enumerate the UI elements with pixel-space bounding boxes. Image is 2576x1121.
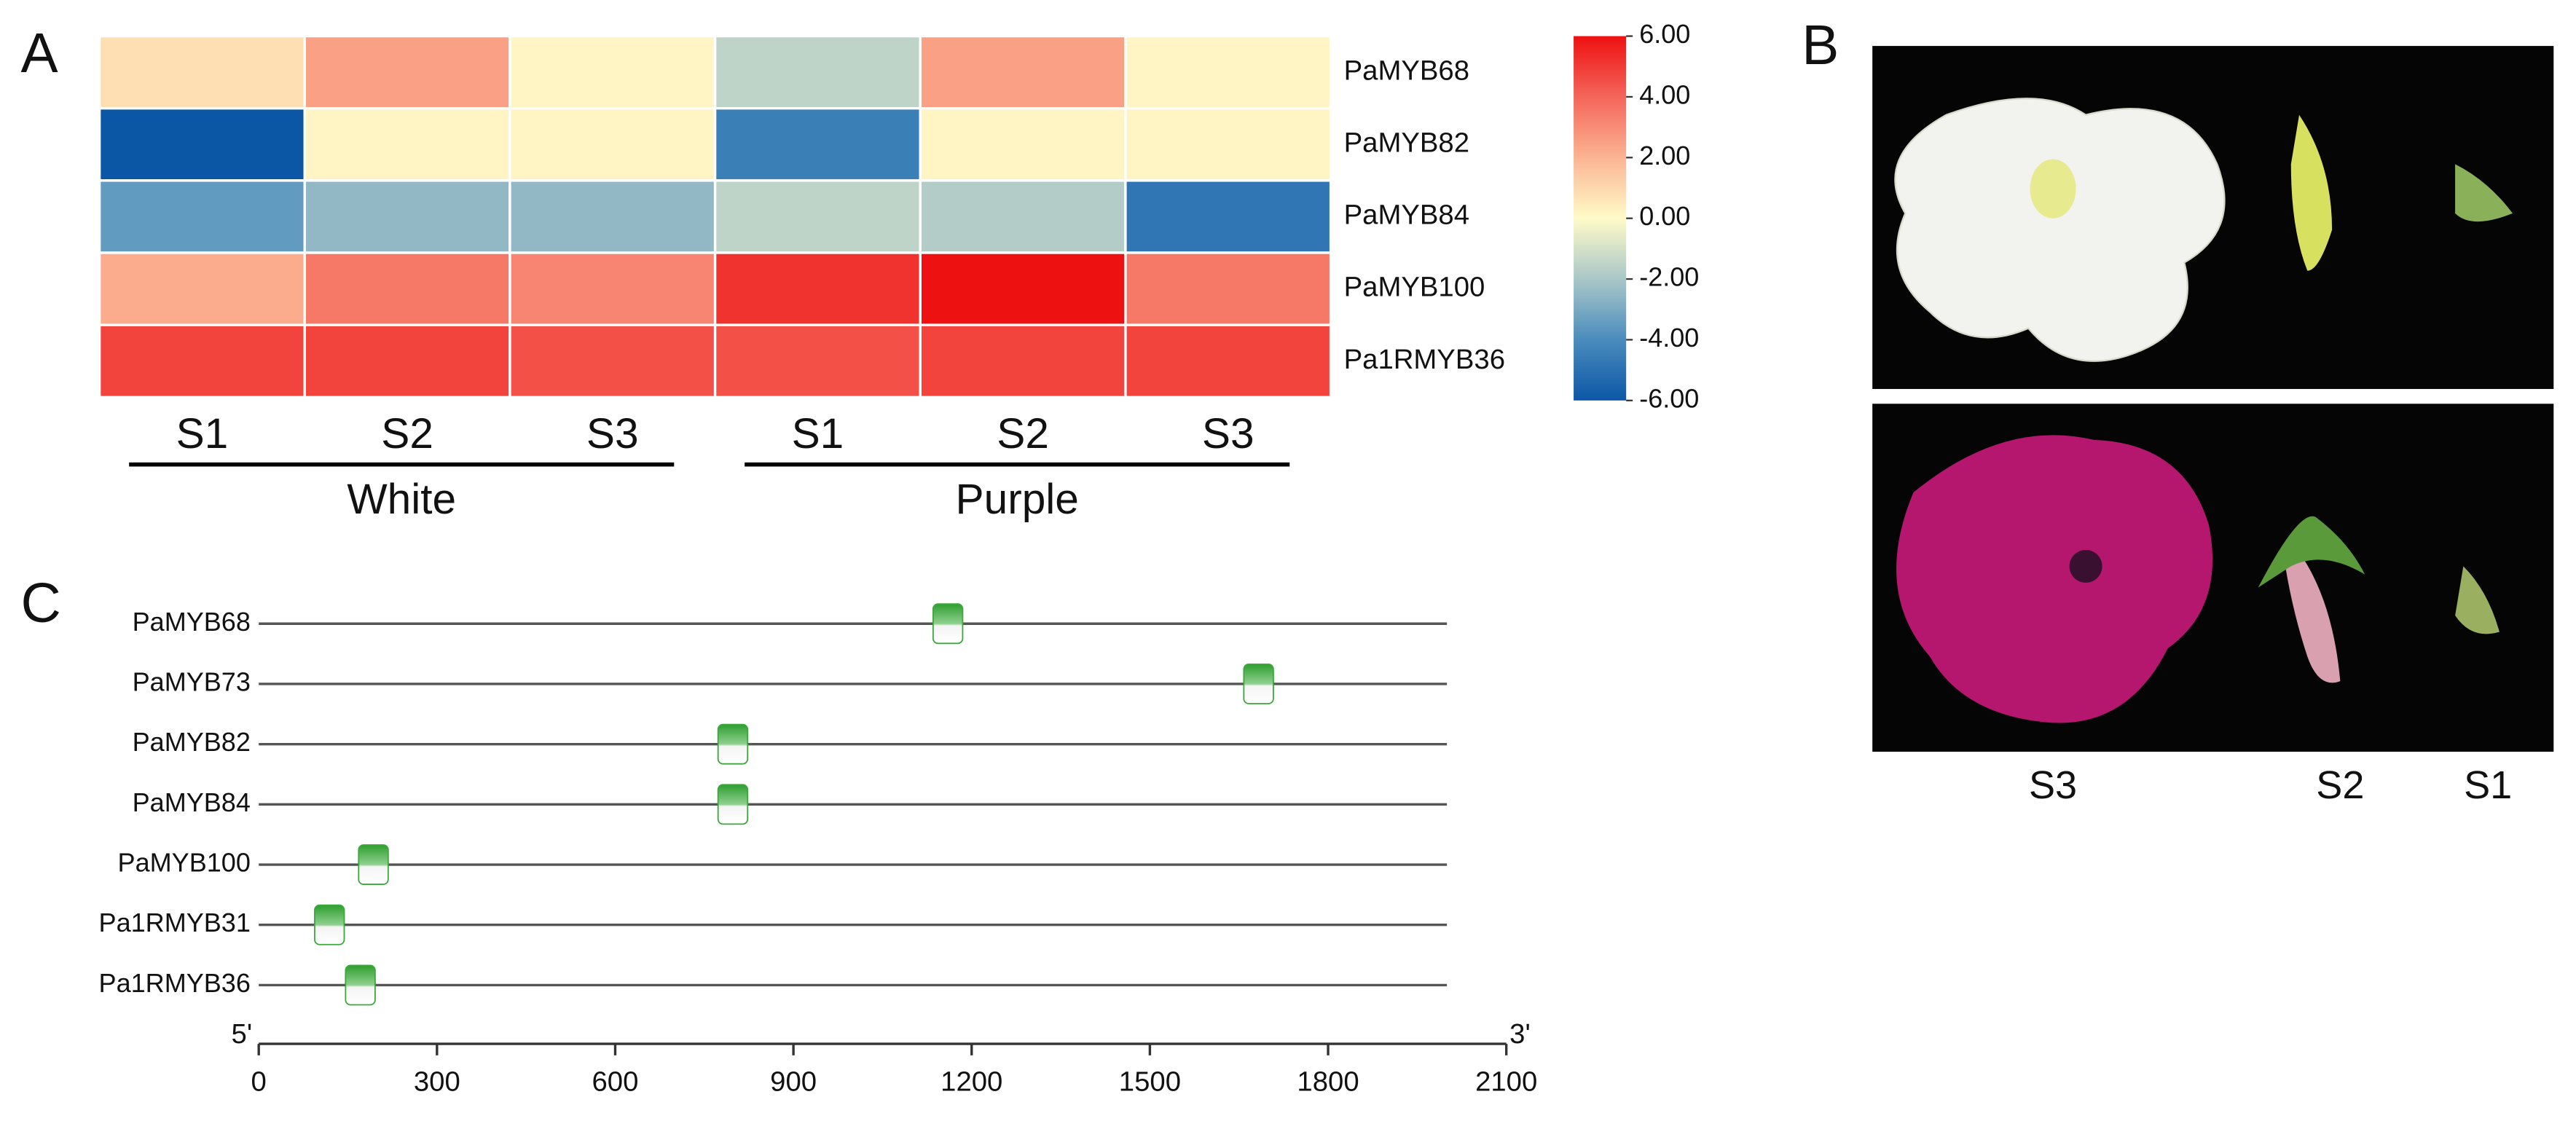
panel-label: B: [1802, 15, 1839, 76]
motif-box: [345, 964, 376, 1006]
heat-cell: [919, 323, 1127, 398]
heat-cell: [1124, 34, 1332, 110]
group-label: White: [347, 476, 456, 523]
x-tick-label: 600: [592, 1066, 639, 1097]
heat-cell: [713, 107, 922, 182]
motif-box: [932, 603, 964, 645]
x-tick-label: 900: [770, 1066, 817, 1097]
heat-cell: [98, 179, 306, 254]
row-label: PaMYB100: [1344, 272, 1485, 303]
colorbar-tick-label: -4.00: [1639, 323, 1699, 353]
flower-throat: [2069, 549, 2102, 583]
bud: [2455, 566, 2500, 634]
panel-label: A: [20, 23, 58, 84]
heat-cell: [508, 323, 717, 398]
gene-label: Pa1RMYB31: [99, 908, 251, 937]
bud: [2455, 164, 2513, 222]
column-label: S3: [586, 410, 639, 457]
x-tick-label: 1500: [1119, 1066, 1181, 1097]
heat-cell: [98, 34, 306, 110]
stage-label: S1: [2464, 763, 2512, 807]
heat-cell: [98, 323, 306, 398]
colorbar-tick-label: 0.00: [1639, 201, 1690, 231]
gene-label: Pa1RMYB36: [99, 968, 251, 998]
white-flower: [1894, 98, 2226, 362]
panel-label: C: [20, 573, 60, 634]
sepal: [2258, 516, 2365, 588]
heat-cell: [919, 251, 1127, 326]
colorbar-tick-label: 4.00: [1639, 79, 1690, 109]
heat-cell: [1124, 179, 1332, 254]
heat-cell: [713, 323, 922, 398]
motif-box: [1243, 664, 1274, 704]
row-label: PaMYB68: [1344, 55, 1469, 86]
start-label: 5': [232, 1018, 253, 1050]
heat-cell: [303, 34, 511, 110]
bud: [2282, 541, 2341, 683]
colorbar-tick-label: -2.00: [1639, 262, 1699, 292]
gene-label: PaMYB68: [133, 607, 251, 637]
colorbar-tick-label: 2.00: [1639, 141, 1690, 170]
stage-label: S3: [2029, 763, 2077, 807]
motif-box: [717, 723, 749, 765]
column-label: S1: [792, 410, 844, 457]
x-tick-label: 300: [414, 1066, 460, 1097]
x-tick-label: 2100: [1475, 1066, 1537, 1097]
heat-cell: [919, 179, 1127, 254]
row-label: PaMYB82: [1344, 127, 1469, 158]
heat-cell: [713, 179, 922, 254]
row-label: PaMYB84: [1344, 200, 1469, 231]
heat-cell: [508, 107, 717, 182]
bud: [2290, 114, 2333, 271]
x-tick-label: 0: [251, 1066, 267, 1097]
column-label: S2: [381, 410, 433, 457]
heat-cell: [303, 323, 511, 398]
heat-cell: [713, 251, 922, 326]
column-label: S1: [176, 410, 229, 457]
gene-label: PaMYB82: [133, 727, 251, 757]
heat-cell: [1124, 323, 1332, 398]
heat-cell: [1124, 251, 1332, 326]
colorbar-tick-label: -6.00: [1639, 383, 1699, 413]
gene-label: PaMYB100: [118, 848, 251, 878]
column-label: S2: [997, 410, 1049, 457]
heat-cell: [303, 179, 511, 254]
stage-label: S2: [2316, 763, 2364, 807]
heat-cell: [508, 179, 717, 254]
heat-cell: [508, 34, 717, 110]
heat-cell: [303, 251, 511, 326]
heat-cell: [303, 107, 511, 182]
row-label: Pa1RMYB36: [1344, 344, 1505, 375]
colorbar-tick-label: 6.00: [1639, 19, 1690, 49]
heat-cell: [98, 251, 306, 326]
motif-box: [314, 904, 345, 945]
column-label: S3: [1202, 410, 1254, 457]
x-tick-label: 1200: [941, 1066, 1002, 1097]
group-label: Purple: [956, 476, 1079, 523]
x-tick-label: 1800: [1297, 1066, 1359, 1097]
photos: [1872, 46, 2554, 752]
colorbar: [1574, 36, 1627, 401]
end-label: 3': [1509, 1018, 1531, 1050]
flower-throat: [2030, 159, 2076, 219]
heat-cell: [1124, 107, 1332, 182]
gene-label: PaMYB84: [133, 787, 251, 817]
heat-cell: [508, 251, 717, 326]
heat-cell: [98, 107, 306, 182]
gene-label: PaMYB73: [133, 666, 251, 696]
heat-cell: [713, 34, 922, 110]
motif-box: [717, 784, 749, 825]
heat-cell: [919, 107, 1127, 182]
purple-flower: [1896, 435, 2213, 723]
heat-cell: [919, 34, 1127, 110]
motif-box: [358, 844, 389, 885]
